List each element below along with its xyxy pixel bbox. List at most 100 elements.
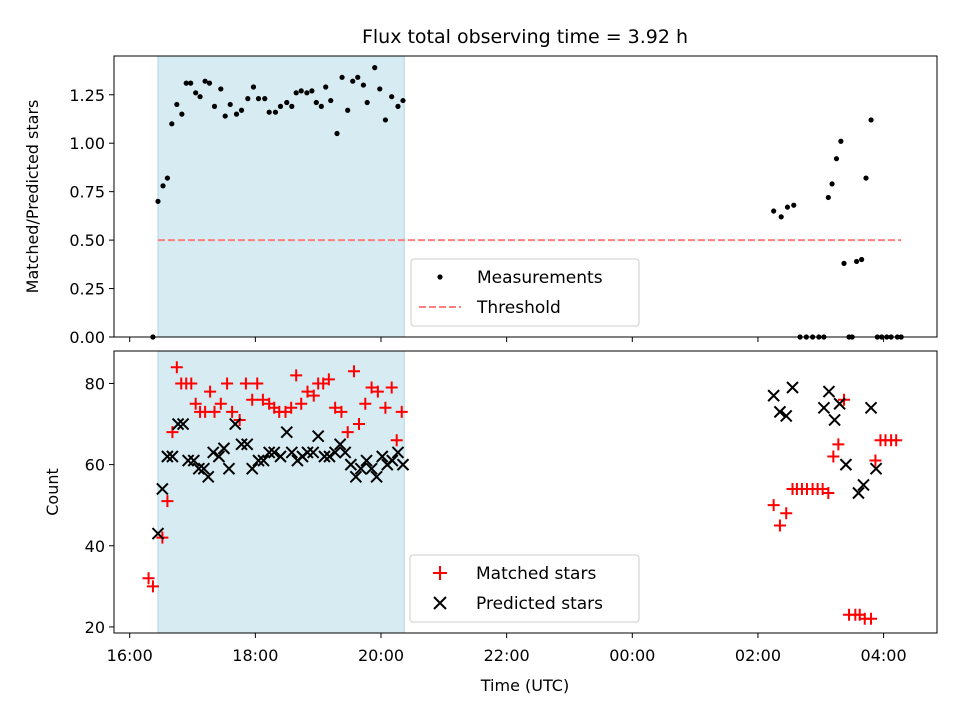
predicted-stars-point — [391, 446, 405, 459]
count-panel-frame — [113, 350, 938, 634]
predicted-stars-point — [246, 462, 259, 475]
y-tick-label: 60 — [85, 456, 105, 475]
x-tick-label: 20:00 — [358, 646, 404, 665]
predicted-stars-point — [386, 454, 399, 467]
matched-stars-point — [204, 385, 217, 398]
measurement-point — [155, 198, 161, 204]
matched-stars-point — [390, 434, 403, 447]
ratio-panel-legend: Measurements Threshold — [410, 258, 640, 327]
predicted-stars-point — [217, 442, 231, 455]
measurement-point — [289, 103, 295, 109]
matched-stars-legend-marker — [433, 566, 447, 580]
y-tick-label: 0.50 — [69, 231, 105, 250]
measurement-point — [395, 103, 401, 109]
predicted-stars-point — [370, 470, 383, 483]
matched-stars-point — [865, 612, 878, 625]
measurement-point — [825, 194, 831, 201]
predicted-stars-point — [252, 454, 265, 467]
measurement-point — [298, 88, 304, 94]
predicted-stars-point — [166, 450, 179, 463]
predicted-stars-point — [360, 454, 373, 467]
ratio-panel-y-ticks: 0.00 0.25 0.50 0.75 1.00 1.25 — [69, 86, 114, 347]
matched-stars-point — [295, 397, 308, 410]
count-panel-y-ticks: 20 40 60 80 — [85, 374, 114, 637]
measurement-point — [345, 107, 351, 113]
x-tick-label: 22:00 — [484, 646, 530, 665]
y-tick-label: 20 — [85, 618, 105, 637]
measurement-point — [328, 97, 334, 104]
measurement-point — [227, 101, 233, 108]
x-tick-label: 02:00 — [735, 646, 781, 665]
matched-stars-point — [239, 377, 252, 390]
predicted-stars-point — [839, 458, 853, 471]
measurement-point — [222, 113, 228, 119]
matched-stars-point — [285, 401, 298, 414]
predicted-stars-point — [197, 462, 211, 475]
matched-stars-point — [166, 426, 179, 439]
predicted-stars-point — [396, 458, 410, 471]
measurement-point — [245, 96, 251, 102]
measurement-point — [250, 84, 257, 90]
measurement-point — [197, 94, 203, 100]
measurement-point — [193, 90, 199, 96]
measurement-point — [304, 90, 310, 96]
ratio-panel-shaded-interval — [157, 55, 405, 338]
measurement-point — [360, 82, 367, 88]
measurements-legend-marker — [437, 274, 443, 280]
matched-stars-point — [832, 438, 845, 451]
count-panel-shaded-interval — [157, 350, 405, 634]
x-tick-label: 16:00 — [107, 646, 153, 665]
measurement-point — [233, 111, 240, 117]
predicted-stars-point — [229, 417, 242, 431]
measurement-point — [377, 86, 383, 92]
measurement-point — [188, 80, 194, 86]
shaded-observing-interval — [157, 350, 405, 634]
matched-stars-point — [170, 361, 183, 374]
measurement-point — [339, 74, 345, 80]
predicted-stars-point — [338, 446, 352, 459]
matched-stars-point — [185, 377, 198, 390]
matched-stars-point — [214, 397, 227, 410]
predicted-stars-point — [786, 381, 799, 394]
measurement-point — [174, 101, 180, 108]
measurement-point — [179, 111, 185, 117]
count-panel-x-ticks: 16:00 18:00 20:00 22:00 00:00 02:00 04:00 — [107, 633, 907, 665]
measurement-point — [778, 214, 784, 220]
matched-stars-point — [251, 377, 264, 390]
predicted-stars-point — [323, 450, 336, 463]
matched-stars-point — [189, 397, 202, 410]
measurement-point — [838, 138, 844, 144]
y-tick-label: 1.00 — [69, 134, 105, 153]
matched-stars-point — [359, 397, 372, 410]
matched-stars-point — [395, 405, 408, 418]
matched-stars-point — [329, 401, 342, 414]
predicted-stars-point — [344, 458, 358, 471]
matched-stars-point — [347, 365, 360, 378]
predicted-stars-point — [365, 462, 378, 475]
predicted-stars-point — [212, 450, 226, 463]
measurement-point — [829, 181, 835, 187]
measurement-point — [771, 208, 777, 214]
y-tick-label: 0.00 — [69, 328, 105, 347]
count-legend-box — [409, 554, 640, 623]
predicted-stars-point — [857, 478, 870, 492]
predicted-stars-point — [773, 405, 787, 419]
measurement-point — [318, 103, 324, 109]
predicted-stars-point — [176, 417, 190, 431]
measurement-point — [334, 130, 340, 137]
measurement-point — [293, 90, 299, 96]
measurement-point — [309, 88, 315, 94]
measurement-point — [382, 117, 389, 123]
measurement-point — [262, 96, 268, 102]
predicted-stars-legend-marker — [433, 596, 447, 610]
measurement-point — [164, 175, 171, 181]
matched-stars-point — [353, 418, 366, 431]
matched-stars-point — [365, 381, 378, 394]
predicted-stars-point — [833, 397, 846, 410]
measurement-point — [833, 156, 840, 162]
measurement-point — [868, 117, 874, 123]
measurement-point — [863, 175, 869, 181]
predicted-stars-point — [285, 446, 299, 459]
measurement-point — [218, 86, 224, 92]
